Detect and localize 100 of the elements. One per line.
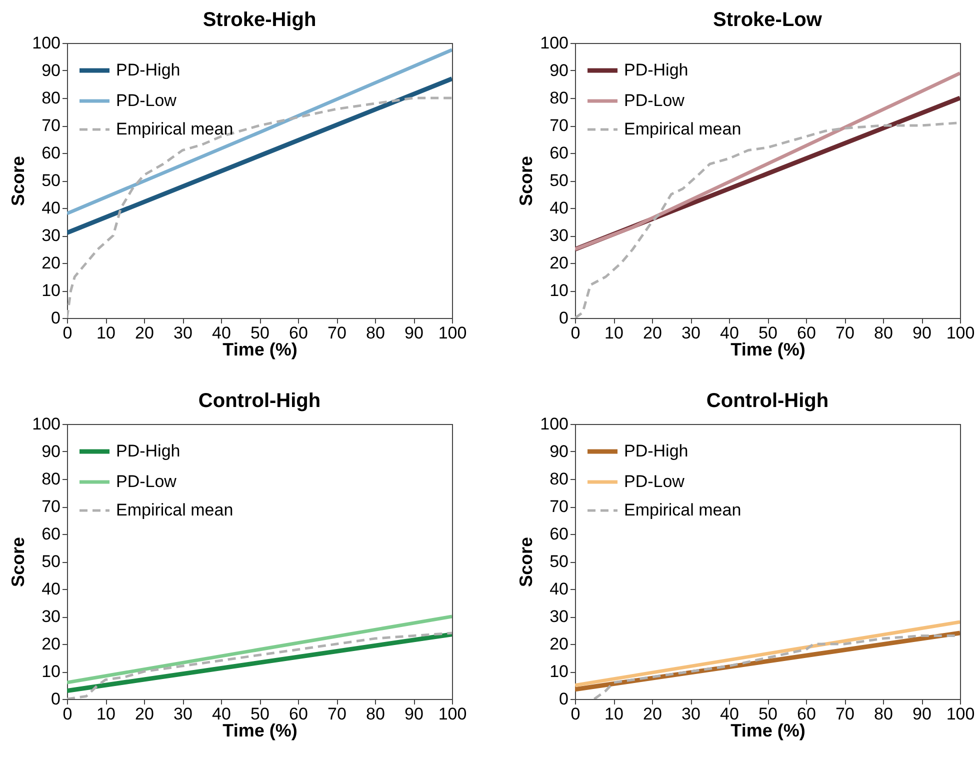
x-axis-title: Time (%) — [730, 720, 806, 740]
x-tick-label: 30 — [682, 704, 700, 724]
y-tick-label: 70 — [550, 116, 568, 135]
y-tick-label: 80 — [550, 88, 568, 108]
x-tick-label: 10 — [604, 704, 624, 724]
x-tick-label: 0 — [570, 324, 580, 342]
x-tick-label: 70 — [836, 704, 854, 724]
y-tick-label: 20 — [550, 254, 568, 272]
y-tick-label: 100 — [32, 414, 60, 434]
y-axis-title: Score — [8, 536, 28, 588]
y-tick-label: 10 — [42, 662, 60, 681]
x-tick-label: 40 — [212, 324, 231, 342]
x-tick-label: 80 — [874, 324, 893, 342]
x-tick-label: 80 — [874, 704, 893, 724]
y-tick-label: 20 — [550, 634, 568, 654]
x-tick-label: 100 — [946, 704, 975, 724]
y-tick-label: 30 — [42, 607, 60, 626]
y-tick-label: 50 — [42, 171, 60, 190]
x-tick-label: 60 — [797, 704, 816, 724]
y-tick-label: 80 — [550, 470, 568, 488]
y-tick-label: 70 — [42, 116, 60, 135]
chart-title: Stroke-High — [202, 9, 316, 31]
legend-label: PD-Low — [624, 91, 686, 110]
legend-label: PD-High — [116, 60, 180, 80]
x-tick-label: 50 — [250, 324, 270, 342]
y-tick-label: 50 — [550, 171, 568, 190]
x-tick-label: 20 — [135, 704, 154, 724]
x-axis-title: Time (%) — [222, 720, 298, 740]
x-tick-label: 90 — [912, 704, 932, 724]
x-tick-label: 30 — [682, 324, 700, 342]
y-tick-label: 50 — [42, 552, 60, 571]
x-tick-label: 80 — [366, 704, 385, 724]
y-tick-label: 100 — [540, 414, 568, 434]
legend-label: PD-High — [624, 60, 688, 80]
x-tick-label: 70 — [328, 704, 346, 724]
x-axis-title: Time (%) — [222, 340, 298, 360]
y-tick-label: 40 — [42, 580, 60, 598]
legend-label: PD-Low — [116, 472, 178, 491]
x-tick-label: 30 — [174, 704, 192, 724]
y-tick-label: 30 — [550, 607, 568, 626]
y-tick-label: 0 — [51, 690, 60, 708]
x-tick-label: 60 — [289, 324, 308, 342]
y-tick-label: 10 — [550, 662, 568, 681]
x-tick-label: 10 — [96, 324, 116, 342]
x-tick-label: 60 — [797, 324, 816, 342]
x-tick-label: 40 — [720, 324, 739, 342]
x-tick-label: 20 — [643, 324, 662, 342]
x-axis-title: Time (%) — [730, 340, 806, 360]
y-tick-label: 0 — [559, 308, 568, 328]
y-tick-label: 100 — [32, 34, 60, 52]
y-tick-label: 100 — [540, 34, 568, 52]
x-tick-label: 90 — [912, 324, 932, 342]
y-tick-label: 60 — [42, 144, 60, 162]
x-tick-label: 20 — [135, 324, 154, 342]
y-axis-title: Score — [516, 156, 536, 206]
y-tick-label: 90 — [42, 61, 60, 80]
legend-label: PD-Low — [116, 91, 178, 110]
x-tick-label: 50 — [250, 704, 270, 724]
x-tick-label: 10 — [604, 324, 624, 342]
legend-label: PD-High — [624, 442, 688, 460]
x-tick-label: 40 — [720, 704, 739, 724]
legend-label: Empirical mean — [116, 120, 234, 138]
y-tick-label: 0 — [51, 308, 60, 328]
chart-title: Control-High — [198, 390, 321, 412]
x-tick-label: 50 — [758, 704, 778, 724]
y-tick-label: 20 — [42, 634, 60, 654]
x-tick-label: 70 — [836, 324, 854, 342]
y-tick-label: 60 — [42, 524, 60, 544]
x-tick-label: 90 — [404, 704, 424, 724]
y-tick-label: 80 — [42, 88, 60, 108]
x-tick-label: 100 — [946, 324, 975, 342]
x-tick-label: 20 — [643, 704, 662, 724]
y-tick-label: 10 — [42, 281, 60, 300]
y-tick-label: 10 — [550, 281, 568, 300]
y-tick-label: 50 — [550, 552, 568, 571]
y-tick-label: 30 — [42, 226, 60, 245]
x-tick-label: 60 — [289, 704, 308, 724]
y-tick-label: 80 — [42, 470, 60, 488]
legend-label: Empirical mean — [116, 500, 234, 520]
legend-label: PD-Low — [624, 472, 686, 491]
x-tick-label: 30 — [174, 324, 192, 342]
x-tick-label: 0 — [62, 704, 72, 724]
x-tick-label: 10 — [96, 704, 116, 724]
y-tick-label: 40 — [550, 198, 568, 218]
y-tick-label: 30 — [550, 226, 568, 245]
y-tick-label: 70 — [42, 497, 60, 516]
legend-label: Empirical mean — [624, 120, 742, 138]
x-tick-label: 70 — [328, 324, 346, 342]
y-tick-label: 60 — [550, 524, 568, 544]
x-tick-label: 0 — [62, 324, 72, 342]
x-tick-label: 100 — [438, 704, 467, 724]
legend-label: Empirical mean — [624, 500, 742, 520]
y-tick-label: 70 — [550, 497, 568, 516]
legend-label: PD-High — [116, 442, 180, 460]
x-tick-label: 90 — [404, 324, 424, 342]
y-tick-label: 20 — [42, 254, 60, 272]
x-tick-label: 0 — [570, 704, 580, 724]
x-tick-label: 50 — [758, 324, 778, 342]
chart-title: Control-High — [706, 390, 829, 412]
x-tick-label: 40 — [212, 704, 231, 724]
